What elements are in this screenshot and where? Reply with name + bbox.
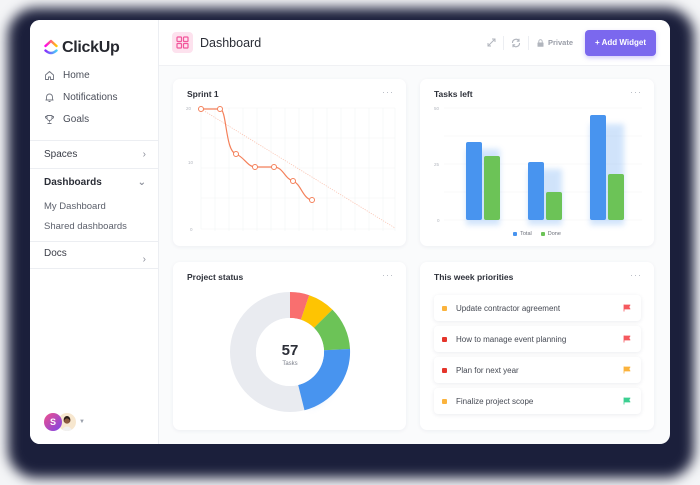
sidebar-item-label: Home <box>63 69 90 81</box>
app-window: ClickUp Home Notifications Goals <box>30 20 670 444</box>
section-label: Docs <box>44 248 67 259</box>
priority-label: Update contractor agreement <box>456 303 561 313</box>
more-options-icon[interactable]: ··· <box>382 87 394 97</box>
priority-item[interactable]: How to manage event planning <box>434 326 641 352</box>
refresh-icon <box>511 38 521 47</box>
expand-button[interactable] <box>480 34 503 52</box>
more-options-icon[interactable]: ··· <box>630 270 642 280</box>
legend-total[interactable]: Total <box>513 231 532 237</box>
bar-chart: 50 25 0 <box>434 106 642 225</box>
y-tick: 50 <box>434 106 440 111</box>
lock-icon <box>537 38 544 47</box>
main-content: Dashboard Private + Add Widget Sprint 1 … <box>159 20 670 444</box>
widget-title: This week priorities <box>434 272 514 282</box>
expand-icon <box>487 38 496 47</box>
sidebar-section-dashboards[interactable]: Dashboards ⌄ <box>30 169 158 196</box>
sidebar-item-label: Notifications <box>63 91 118 103</box>
sidebar-section-spaces[interactable]: Spaces › <box>30 141 158 168</box>
y-tick: 25 <box>434 162 440 167</box>
flag-icon[interactable] <box>623 366 631 374</box>
priority-item[interactable]: Plan for next year <box>434 357 641 383</box>
status-indicator <box>442 367 447 373</box>
privacy-label: Private <box>548 38 574 47</box>
status-indicator <box>442 336 447 342</box>
sidebar-item-notifications[interactable]: Notifications <box>30 86 158 108</box>
chart-legend: Total Done <box>420 231 654 237</box>
widget-sprint: Sprint 1 ··· 20 10 0 <box>173 79 406 246</box>
chevron-right-icon: › <box>142 149 146 160</box>
priority-item[interactable]: Finalize project scope <box>434 388 641 414</box>
sidebar-item-shared-dashboards[interactable]: Shared dashboards <box>44 220 127 232</box>
widget-title: Sprint 1 <box>187 89 219 99</box>
avatar: S <box>44 413 62 431</box>
more-options-icon[interactable]: ··· <box>630 87 642 97</box>
widget-project-status: Project status ··· 57 Tasks <box>173 262 406 430</box>
y-tick: 0 <box>190 227 193 232</box>
user-switcher[interactable]: S ▼ <box>44 413 85 431</box>
flag-icon[interactable] <box>623 304 631 312</box>
status-indicator <box>442 305 447 311</box>
sidebar-section-docs[interactable]: Docs › <box>30 242 158 268</box>
refresh-button[interactable] <box>504 34 528 52</box>
caret-down-icon: ▼ <box>79 419 85 425</box>
divider <box>30 168 158 169</box>
status-indicator <box>442 398 447 404</box>
divider <box>30 241 158 242</box>
home-icon <box>44 70 55 81</box>
y-tick: 0 <box>437 218 440 223</box>
privacy-toggle[interactable]: Private <box>529 38 585 47</box>
logo[interactable]: ClickUp <box>30 20 158 62</box>
logo-text: ClickUp <box>62 38 120 56</box>
bell-icon <box>44 92 55 103</box>
sidebar: ClickUp Home Notifications Goals <box>30 20 159 444</box>
divider <box>30 140 158 141</box>
burndown-chart: 20 10 0 <box>186 106 396 232</box>
flag-icon[interactable] <box>623 397 631 405</box>
donut-center-label: Tasks <box>282 361 297 367</box>
more-options-icon[interactable]: ··· <box>382 270 394 280</box>
page-title: Dashboard <box>200 35 262 50</box>
widget-title: Project status <box>187 272 244 282</box>
y-tick: 20 <box>186 106 192 111</box>
add-widget-button[interactable]: + Add Widget <box>585 29 656 56</box>
section-label: Dashboards <box>44 177 102 188</box>
y-tick: 10 <box>188 160 194 165</box>
divider <box>528 35 529 50</box>
donut-center-value: 57 <box>282 342 299 359</box>
avatar-photo <box>58 413 76 431</box>
trophy-icon <box>44 114 55 125</box>
section-label: Spaces <box>44 149 78 160</box>
sidebar-item-my-dashboard[interactable]: My Dashboard <box>44 200 106 212</box>
divider <box>30 268 158 269</box>
chevron-down-icon: ⌄ <box>137 177 146 188</box>
widget-tasks-left: Tasks left ··· 50 25 0 <box>420 79 654 246</box>
header: Dashboard Private + Add Widget <box>159 20 670 66</box>
divider <box>503 35 504 50</box>
widget-priorities: This week priorities ··· Update contract… <box>420 262 654 430</box>
priority-item[interactable]: Update contractor agreement <box>434 295 641 321</box>
priority-label: Plan for next year <box>456 365 519 375</box>
widget-title: Tasks left <box>434 89 473 99</box>
legend-done[interactable]: Done <box>540 231 561 237</box>
chevron-right-icon: › <box>142 254 146 265</box>
clickup-logo-icon <box>44 39 58 55</box>
sidebar-item-label: Goals <box>63 113 90 125</box>
dashboard-icon <box>172 32 193 53</box>
flag-icon[interactable] <box>623 335 631 343</box>
priority-label: Finalize project scope <box>456 396 534 406</box>
priority-label: How to manage event planning <box>456 334 567 344</box>
sidebar-item-goals[interactable]: Goals <box>30 108 158 130</box>
sidebar-item-home[interactable]: Home <box>30 64 158 86</box>
donut-chart: 57 Tasks <box>230 292 351 412</box>
